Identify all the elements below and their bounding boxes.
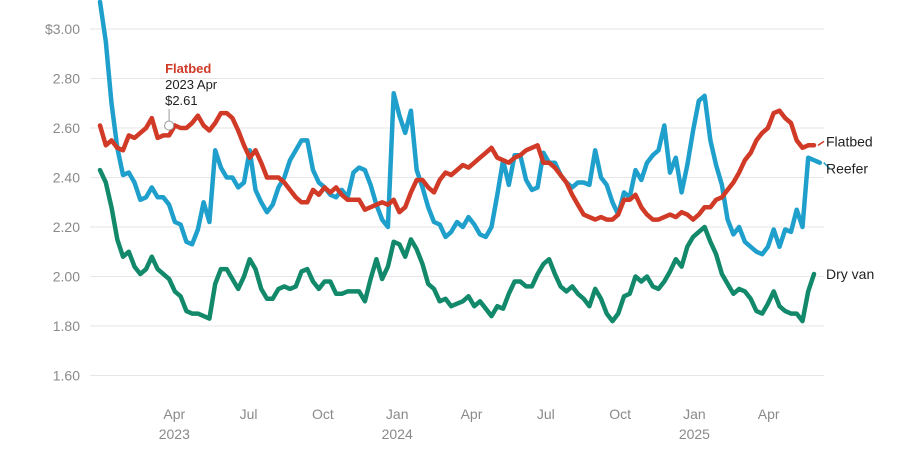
y-tick-label: 2.40 [53,170,80,186]
x-tick-month: Jul [240,406,258,422]
x-tick-year: 2024 [382,426,413,442]
x-tick-month: Oct [312,406,334,422]
x-tick-year: 2023 [159,426,190,442]
flatbed-annotation: Flatbed 2023 Apr $2.61 [164,61,218,131]
y-tick-label: 2.80 [53,71,80,87]
annotation-marker [164,120,175,131]
end-label-connector [817,140,825,146]
annotation-value: $2.61 [165,93,198,108]
series-end-labels: Flatbed Reefer Dry van [817,133,874,282]
x-tick-year: 2025 [679,426,710,442]
x-tick-month: Oct [609,406,631,422]
end-label-flatbed: Flatbed [826,133,873,149]
y-tick-label: 2.20 [53,219,80,235]
y-tick-label: 1.80 [53,318,80,334]
end-label-connector [823,162,831,170]
y-tick-label: 1.60 [53,368,80,384]
annotation-series-name: Flatbed [165,61,211,76]
y-tick-label: 2.00 [53,269,80,285]
series-lines [97,0,823,324]
y-axis-tick-labels: $3.00 2.80 2.60 2.40 2.20 2.00 1.80 1.60 [45,21,80,384]
y-tick-label: $3.00 [45,21,80,37]
end-label-dry-van: Dry van [826,266,874,282]
series-line-flatbed [97,108,817,222]
series-line-dry-van [97,167,817,324]
x-axis-tick-labels: Apr 2023 Jul Oct Jan 2024 Apr Jul Oct Jan 2025 Apr [159,406,780,442]
x-tick-month: Apr [461,406,483,422]
end-label-reefer: Reefer [826,161,868,177]
annotation-date: 2023 Apr [165,77,218,92]
x-tick-month: Apr [758,406,780,422]
x-tick-month: Jul [537,406,555,422]
series-line-reefer [97,0,823,257]
x-tick-month: Jan [386,406,409,422]
x-tick-month: Apr [163,406,185,422]
x-tick-month: Jan [683,406,706,422]
y-tick-label: 2.60 [53,120,80,136]
